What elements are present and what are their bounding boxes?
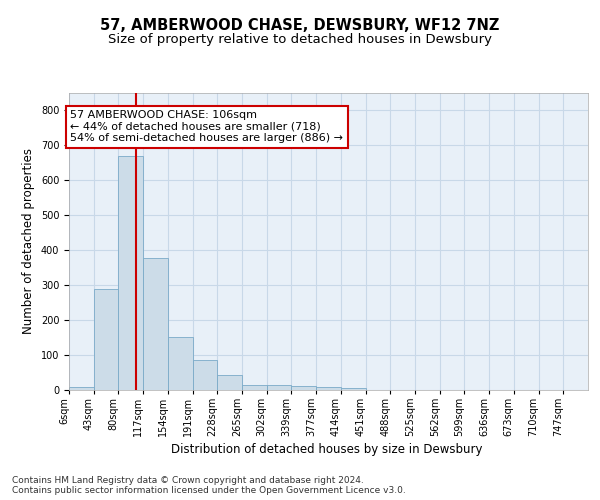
Bar [316,387,341,390]
Bar [193,360,217,390]
Bar [341,388,365,390]
Y-axis label: Number of detached properties: Number of detached properties [22,148,35,334]
Text: Distribution of detached houses by size in Dewsbury: Distribution of detached houses by size … [171,442,483,456]
Text: 57 AMBERWOOD CHASE: 106sqm
← 44% of detached houses are smaller (718)
54% of sem: 57 AMBERWOOD CHASE: 106sqm ← 44% of deta… [70,110,343,143]
Bar [69,387,94,390]
Text: Contains HM Land Registry data © Crown copyright and database right 2024.
Contai: Contains HM Land Registry data © Crown c… [12,476,406,495]
Bar [94,289,118,390]
Text: Size of property relative to detached houses in Dewsbury: Size of property relative to detached ho… [108,32,492,46]
Bar [143,258,168,390]
Bar [267,385,292,390]
Bar [242,385,267,390]
Bar [292,386,316,390]
Bar [118,156,143,390]
Text: 57, AMBERWOOD CHASE, DEWSBURY, WF12 7NZ: 57, AMBERWOOD CHASE, DEWSBURY, WF12 7NZ [100,18,500,32]
Bar [217,375,242,390]
Bar [168,337,193,390]
